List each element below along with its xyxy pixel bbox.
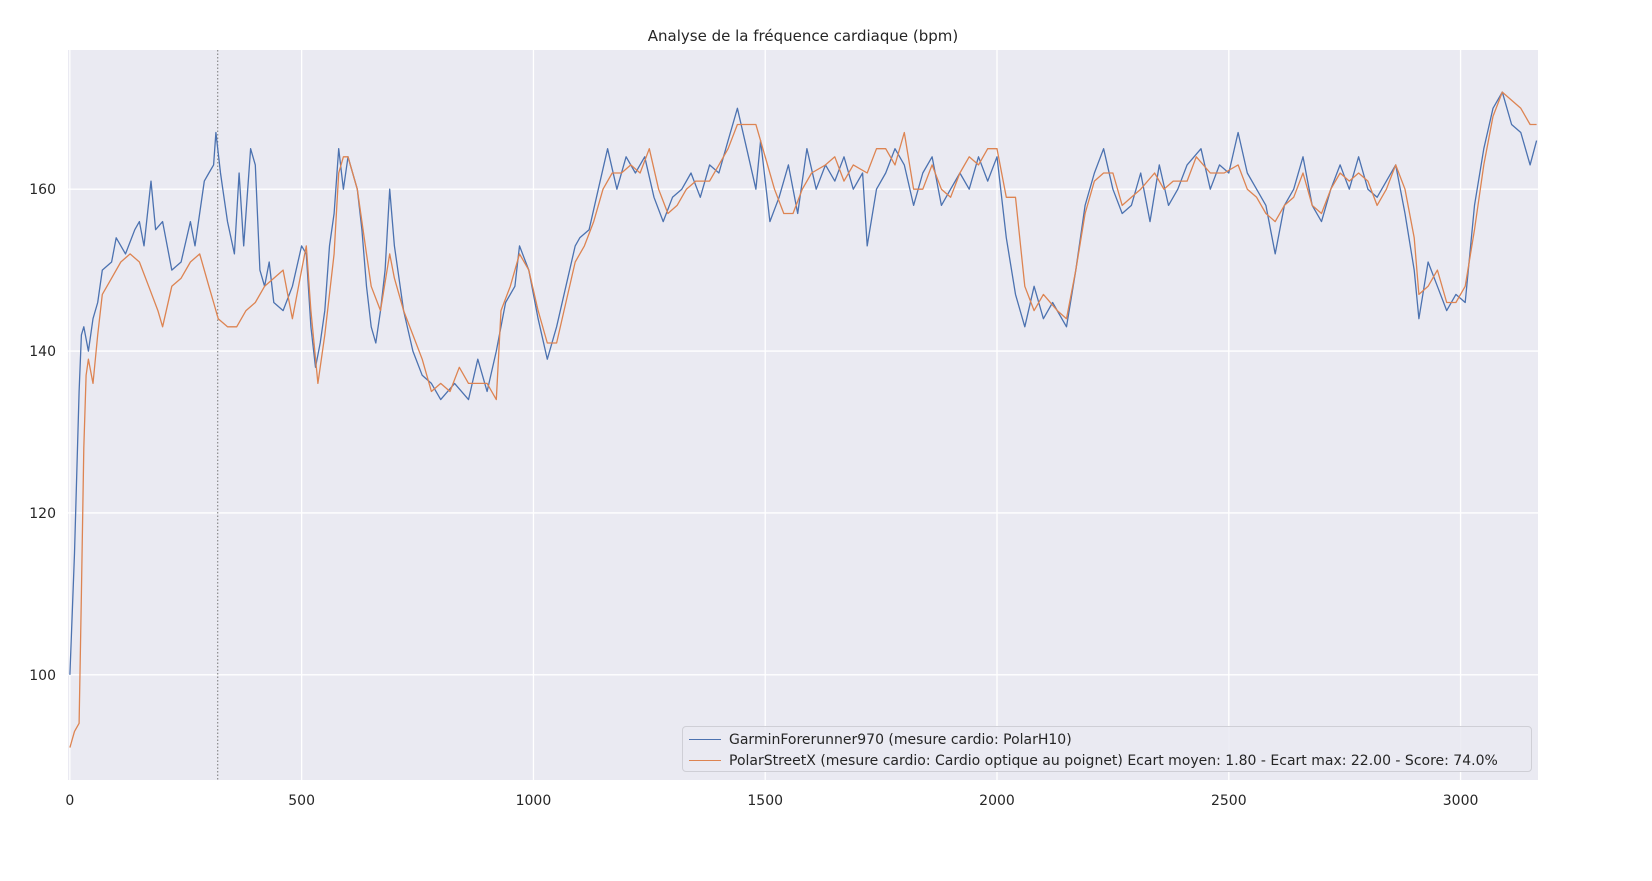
x-tick-label: 1000 [516, 793, 552, 809]
x-tick-label: 0 [65, 793, 74, 809]
y-tick-label: 100 [29, 668, 56, 684]
y-tick-label: 160 [29, 182, 56, 198]
legend-label-garmin: GarminForerunner970 (mesure cardio: Pola… [729, 731, 1072, 748]
x-tick-label: 2000 [979, 793, 1015, 809]
series-lines [69, 91, 1538, 748]
y-tick-label: 120 [29, 506, 56, 522]
y-tick-label: 140 [29, 344, 56, 360]
series-line-polar [69, 91, 1537, 748]
x-tick-label: 1500 [747, 793, 783, 809]
legend-label-polar: PolarStreetX (mesure cardio: Cardio opti… [729, 752, 1498, 769]
legend-swatch-polar [689, 760, 721, 761]
series-line-garmin [69, 91, 1538, 675]
x-tick-label: 3000 [1443, 793, 1479, 809]
legend-swatch-garmin [689, 739, 721, 740]
gridlines [68, 50, 1538, 780]
legend-item-garmin: GarminForerunner970 (mesure cardio: Pola… [689, 729, 1525, 750]
legend: GarminForerunner970 (mesure cardio: Pola… [682, 726, 1532, 772]
x-tick-label: 500 [288, 793, 315, 809]
plot-area [68, 50, 1538, 780]
chart-title: Analyse de la fréquence cardiaque (bpm) [648, 27, 958, 45]
x-tick-labels: 0 500 1000 1500 2000 2500 3000 [65, 793, 1478, 809]
x-tick-label: 2500 [1211, 793, 1247, 809]
legend-item-polar: PolarStreetX (mesure cardio: Cardio opti… [689, 750, 1525, 771]
y-tick-labels: 100 120 140 160 [29, 182, 56, 684]
